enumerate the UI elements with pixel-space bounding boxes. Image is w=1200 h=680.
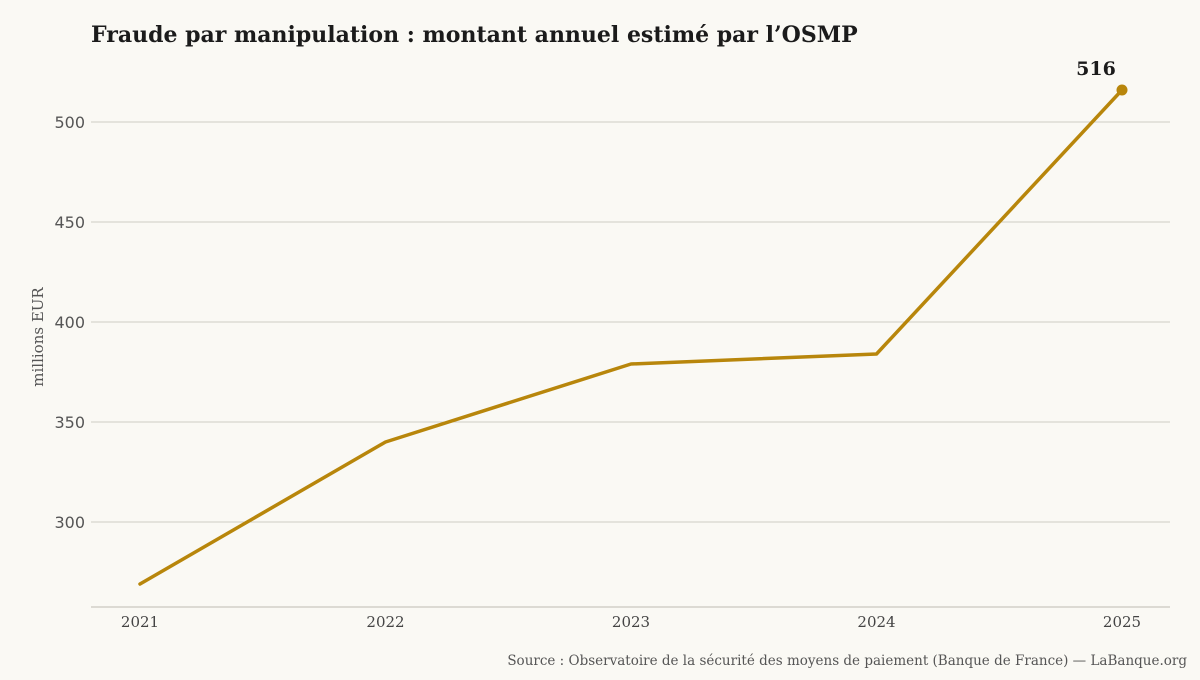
chart-title: Fraude par manipulation : montant annuel… [91, 22, 858, 48]
y-tick-label: 500 [54, 113, 85, 132]
x-tick-label: 2022 [366, 613, 404, 631]
y-tick-label: 300 [54, 513, 85, 532]
source-note: Source : Observatoire de la sécurité des… [507, 653, 1187, 669]
data-label: 516 [1076, 58, 1116, 80]
series-line [138, 88, 1124, 586]
data-point-marker [1116, 84, 1128, 96]
x-tick-label: 2021 [121, 613, 159, 631]
y-tick-label: 400 [54, 313, 85, 332]
x-tick-label: 2023 [612, 613, 650, 631]
x-tick-label: 2025 [1103, 613, 1141, 631]
y-tick-label: 350 [54, 413, 85, 432]
x-tick-label: 2024 [857, 613, 895, 631]
y-tick-label: 450 [54, 213, 85, 232]
y-axis-label: millions EUR [29, 287, 47, 387]
